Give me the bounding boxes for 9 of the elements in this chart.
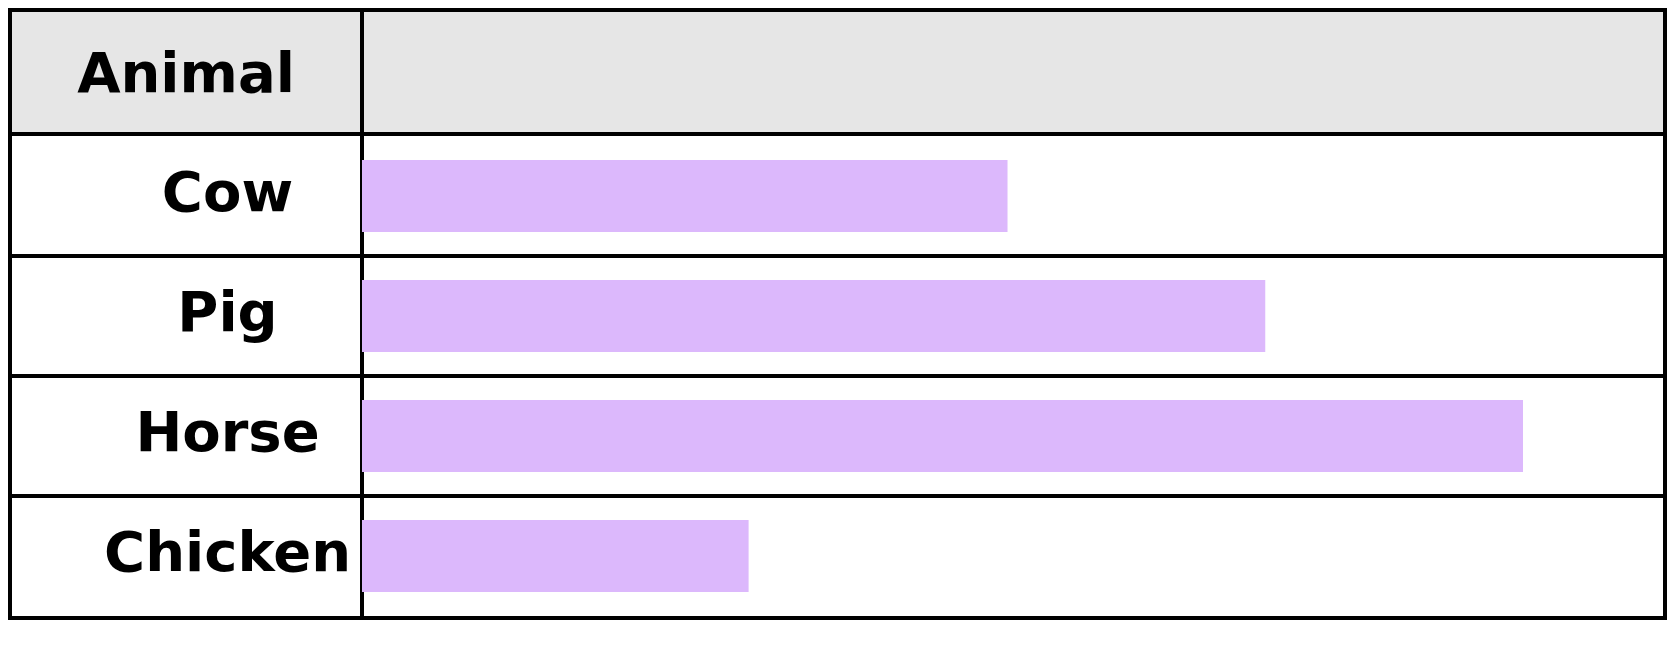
y-tick-label: Pig — [177, 278, 278, 344]
bar — [362, 520, 749, 592]
bar — [362, 400, 1523, 472]
y-tick-label: Chicken — [104, 518, 352, 584]
y-tick-label: Horse — [135, 398, 320, 464]
y-tick-label: Cow — [161, 158, 294, 224]
bar — [362, 280, 1266, 352]
y-axis-title: Animal — [12, 12, 364, 132]
bar — [362, 160, 1008, 232]
